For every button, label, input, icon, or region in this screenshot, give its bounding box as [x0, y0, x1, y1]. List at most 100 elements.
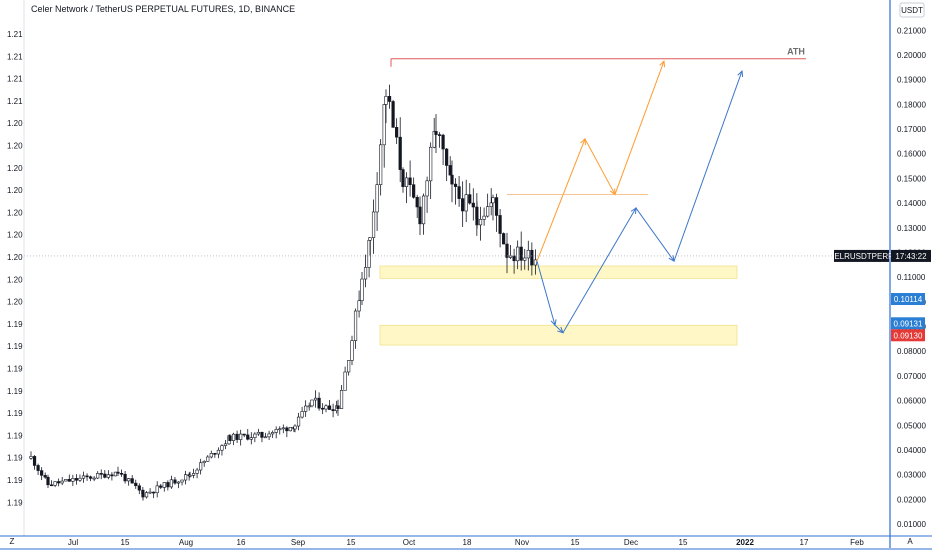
countdown-tag	[891, 249, 931, 262]
time-axis-label[interactable]: Oct	[403, 538, 416, 547]
blue-arrowhead	[737, 69, 744, 78]
auto-scale-button[interactable]: A	[907, 537, 913, 546]
left-axis-label: 1.19	[7, 365, 23, 374]
right-axis-label[interactable]: 0.18000	[897, 100, 926, 109]
candle-body	[216, 449, 221, 455]
candle-body	[148, 491, 152, 494]
candle-body	[395, 127, 399, 138]
zone-lower	[379, 324, 738, 346]
blue-arrowhead	[557, 326, 564, 334]
candle-body	[57, 481, 61, 484]
right-axis-label[interactable]: 0.07000	[897, 372, 926, 381]
time-axis-label[interactable]: 15	[679, 538, 688, 547]
time-axis-label[interactable]: Nov	[515, 538, 529, 547]
candle-body	[505, 243, 509, 258]
candle-body	[304, 405, 308, 412]
candle-body	[202, 461, 206, 464]
candle-body	[246, 434, 250, 440]
candle-body	[260, 436, 264, 438]
left-axis-label: 1.20	[7, 186, 23, 195]
right-axis-label[interactable]: 0.01000	[897, 520, 926, 529]
candle-body	[137, 485, 141, 491]
candle-body	[530, 249, 534, 266]
candle-body	[360, 278, 364, 301]
candle-body	[123, 473, 127, 482]
candle-body	[64, 478, 68, 482]
time-axis-label[interactable]: 15	[121, 538, 130, 547]
candle-body	[379, 144, 383, 185]
left-axis-label: 1.19	[7, 387, 23, 396]
candle-body	[60, 480, 64, 484]
candle-body	[239, 433, 243, 440]
candle-body	[401, 169, 405, 187]
candle-body	[288, 427, 293, 432]
right-axis-label[interactable]: 0.17000	[897, 125, 926, 134]
left-axis-label: 1.21	[7, 75, 23, 84]
ath-label: ATH	[787, 47, 805, 57]
right-axis-label[interactable]: 0.02000	[897, 495, 926, 504]
right-axis-label[interactable]: 0.03000	[897, 471, 926, 480]
time-axis-label[interactable]: 16	[237, 538, 246, 547]
time-axis-label[interactable]: 15	[571, 538, 580, 547]
time-axis-label[interactable]: 2022	[736, 538, 754, 547]
right-axis-label[interactable]: 0.21000	[897, 26, 926, 35]
right-axis-label[interactable]: 0.20000	[897, 51, 926, 60]
candle-body	[464, 194, 468, 212]
time-axis-label[interactable]: Feb	[850, 538, 864, 547]
candle-body	[343, 371, 347, 391]
right-axis-label[interactable]: 0.11000	[897, 273, 926, 282]
orange-arrowhead	[659, 60, 666, 68]
right-axis-label[interactable]: 0.19000	[897, 76, 926, 85]
candle-body	[110, 474, 114, 477]
right-axis-label[interactable]: 0.16000	[897, 150, 926, 159]
candle-body	[353, 310, 358, 341]
blue-arrowhead	[550, 319, 557, 327]
right-axis-label[interactable]: 0.13000	[897, 224, 926, 233]
candle-body	[209, 453, 213, 458]
candle-body	[313, 397, 318, 401]
zoom-reset-button[interactable]: Z	[10, 537, 15, 546]
time-axis[interactable]: Jul 15 Aug 16 Sep 15 Oct 18 Nov 15 Dec 15 2022 17 Feb	[68, 538, 865, 547]
candle-body	[384, 96, 388, 105]
candle-body	[421, 195, 426, 225]
candle-body	[516, 246, 520, 262]
candle-body	[81, 475, 86, 479]
candle-body	[350, 340, 354, 361]
candle-body	[475, 217, 479, 226]
time-axis-label[interactable]: Dec	[624, 538, 638, 547]
blue-price-tag-2-label: 0.09131	[894, 319, 923, 328]
left-axis-label: 1.21	[7, 97, 23, 106]
candle-body	[74, 478, 78, 481]
left-axis-label: 1.20	[7, 208, 23, 217]
time-axis-label[interactable]: Jul	[68, 538, 78, 547]
left-axis-label: 1.21	[7, 30, 23, 39]
time-axis-label[interactable]: 17	[800, 538, 809, 547]
candle-body	[99, 473, 103, 475]
right-axis-label[interactable]: 0.08000	[897, 347, 926, 356]
candle-body	[321, 407, 325, 410]
right-axis-label[interactable]: 0.04000	[897, 446, 926, 455]
right-axis-label[interactable]: 0.14000	[897, 199, 926, 208]
zone-upper	[379, 265, 738, 279]
candle-body	[188, 475, 192, 477]
candle-body	[228, 435, 232, 441]
time-axis-label[interactable]: 15	[347, 538, 356, 547]
right-price-axis[interactable]: 0.21000 0.20000 0.19000 0.18000 0.17000 0.160…	[897, 26, 926, 529]
candle-body	[457, 186, 461, 199]
candle-body	[235, 433, 239, 440]
candle-body	[357, 300, 361, 312]
time-axis-label[interactable]: Sep	[291, 538, 306, 547]
time-axis-label[interactable]: 18	[463, 538, 472, 547]
candle-body	[437, 134, 442, 136]
candle-body	[119, 473, 124, 475]
right-axis-label[interactable]: 0.05000	[897, 421, 926, 430]
candle-body	[441, 134, 445, 150]
right-axis-label[interactable]: 0.06000	[897, 397, 926, 406]
currency-button[interactable]: USDT	[899, 2, 925, 18]
candle-body	[213, 453, 217, 455]
time-axis-label[interactable]: Aug	[179, 538, 193, 547]
candle-body	[281, 427, 285, 430]
candle-body	[415, 197, 419, 208]
right-axis-label[interactable]: 0.15000	[897, 174, 926, 183]
